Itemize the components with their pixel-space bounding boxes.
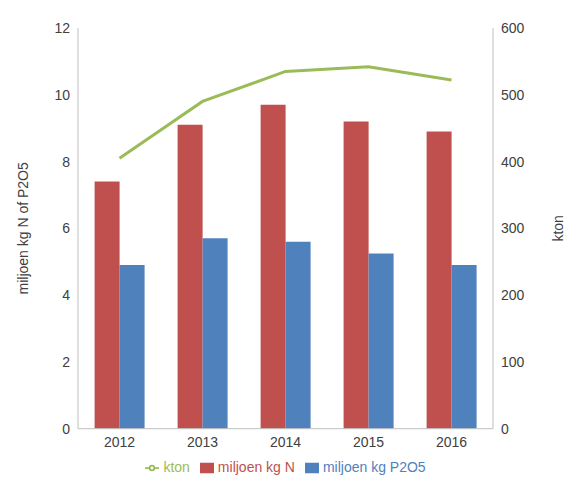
svg-text:300: 300 [501,220,525,236]
svg-text:0: 0 [501,421,509,437]
svg-text:2015: 2015 [353,434,384,450]
svg-text:2016: 2016 [436,434,467,450]
svg-text:6: 6 [62,220,70,236]
svg-text:100: 100 [501,354,525,370]
svg-text:200: 200 [501,287,525,303]
svg-text:10: 10 [54,87,70,103]
svg-text:8: 8 [62,154,70,170]
svg-text:500: 500 [501,87,525,103]
html-text:miljoen kg P2O5: miljoen kg P2O5 [322,458,426,475]
svg-text:2012: 2012 [104,434,135,450]
svg-text:12: 12 [54,20,70,36]
svg-text:600: 600 [501,20,525,36]
svg-text:4: 4 [62,287,70,303]
html-text:kton: kton [163,458,190,475]
svg-text:0: 0 [62,421,70,437]
svg-text:2013: 2013 [187,434,218,450]
svg-text:2014: 2014 [270,434,301,450]
html-text:miljoen kg N: miljoen kg N [217,458,295,475]
svg-text:400: 400 [501,154,525,170]
svg-text:2: 2 [62,354,70,370]
svg-text:kton: kton [550,215,566,241]
svg-text:miljoen kg N of P2O5: miljoen kg N of P2O5 [15,162,31,294]
